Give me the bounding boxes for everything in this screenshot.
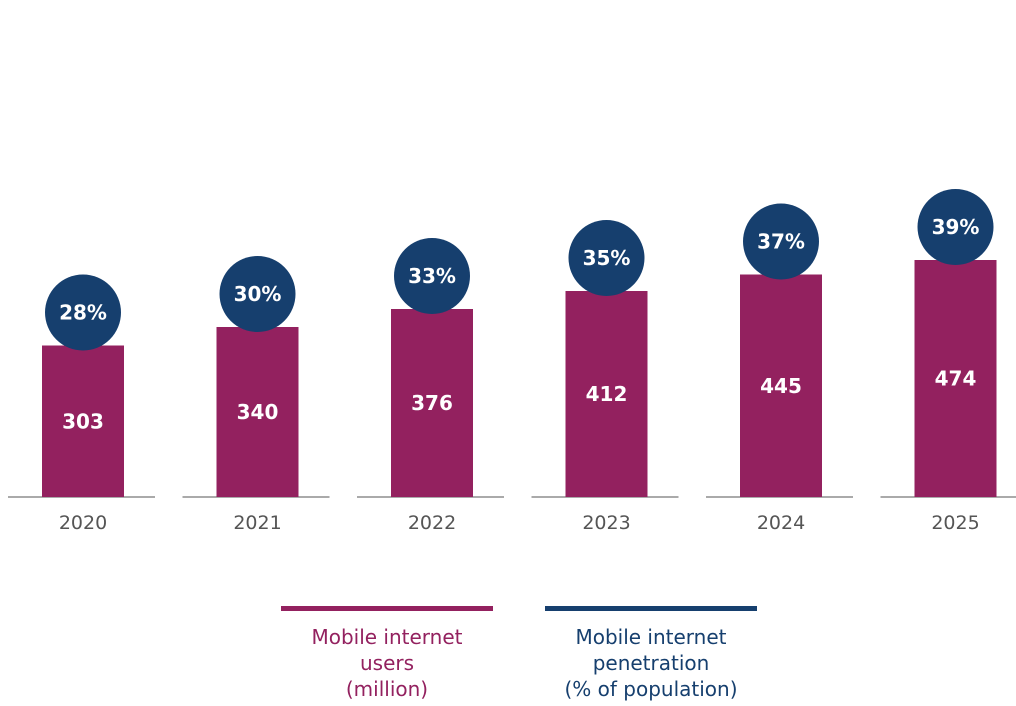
penetration-circle xyxy=(568,220,645,296)
penetration-label: 37% xyxy=(757,230,805,254)
bar-value-label: 412 xyxy=(586,382,628,406)
bar xyxy=(391,309,473,497)
bar xyxy=(216,327,299,497)
penetration-circle xyxy=(394,238,470,314)
legend-label-users: Mobile internet users (million) xyxy=(311,625,463,701)
penetration-label: 39% xyxy=(932,215,980,239)
penetration-circle xyxy=(743,203,819,280)
bar-value-label: 445 xyxy=(760,374,802,398)
penetration-circle xyxy=(917,189,994,265)
penetration-label: 30% xyxy=(234,282,282,306)
penetration-label: 28% xyxy=(59,301,107,325)
x-tick-label: 2025 xyxy=(931,512,979,534)
x-tick-label: 2021 xyxy=(233,512,281,534)
bar xyxy=(740,274,822,497)
x-tick-label: 2022 xyxy=(408,512,456,534)
penetration-circle xyxy=(219,256,296,332)
bar-value-label: 340 xyxy=(237,400,279,424)
penetration-circle xyxy=(45,274,121,351)
bar-value-label: 303 xyxy=(62,409,104,433)
bar xyxy=(565,291,648,497)
legend-line-users xyxy=(281,606,493,611)
bar-value-label: 474 xyxy=(935,367,977,391)
legend-item-users: Mobile internet users (million) xyxy=(281,606,493,702)
legend-item-penetration: Mobile internet penetration (% of popula… xyxy=(545,606,757,702)
bar-value-label: 376 xyxy=(411,391,453,415)
legend-line-penetration xyxy=(545,606,757,611)
bar xyxy=(914,260,997,497)
chart: 303 28% 2020 340 30% 2021 376 33% 2022 412 35% 2023… xyxy=(8,189,1016,534)
penetration-label: 33% xyxy=(408,264,456,288)
legend: Mobile internet users (million) Mobile i… xyxy=(0,606,1016,706)
x-tick-label: 2024 xyxy=(757,512,805,534)
bar xyxy=(42,345,124,497)
x-tick-label: 2020 xyxy=(59,512,107,534)
x-tick-label: 2023 xyxy=(582,512,630,534)
penetration-label: 35% xyxy=(583,246,631,270)
legend-label-penetration: Mobile internet penetration (% of popula… xyxy=(564,625,738,701)
